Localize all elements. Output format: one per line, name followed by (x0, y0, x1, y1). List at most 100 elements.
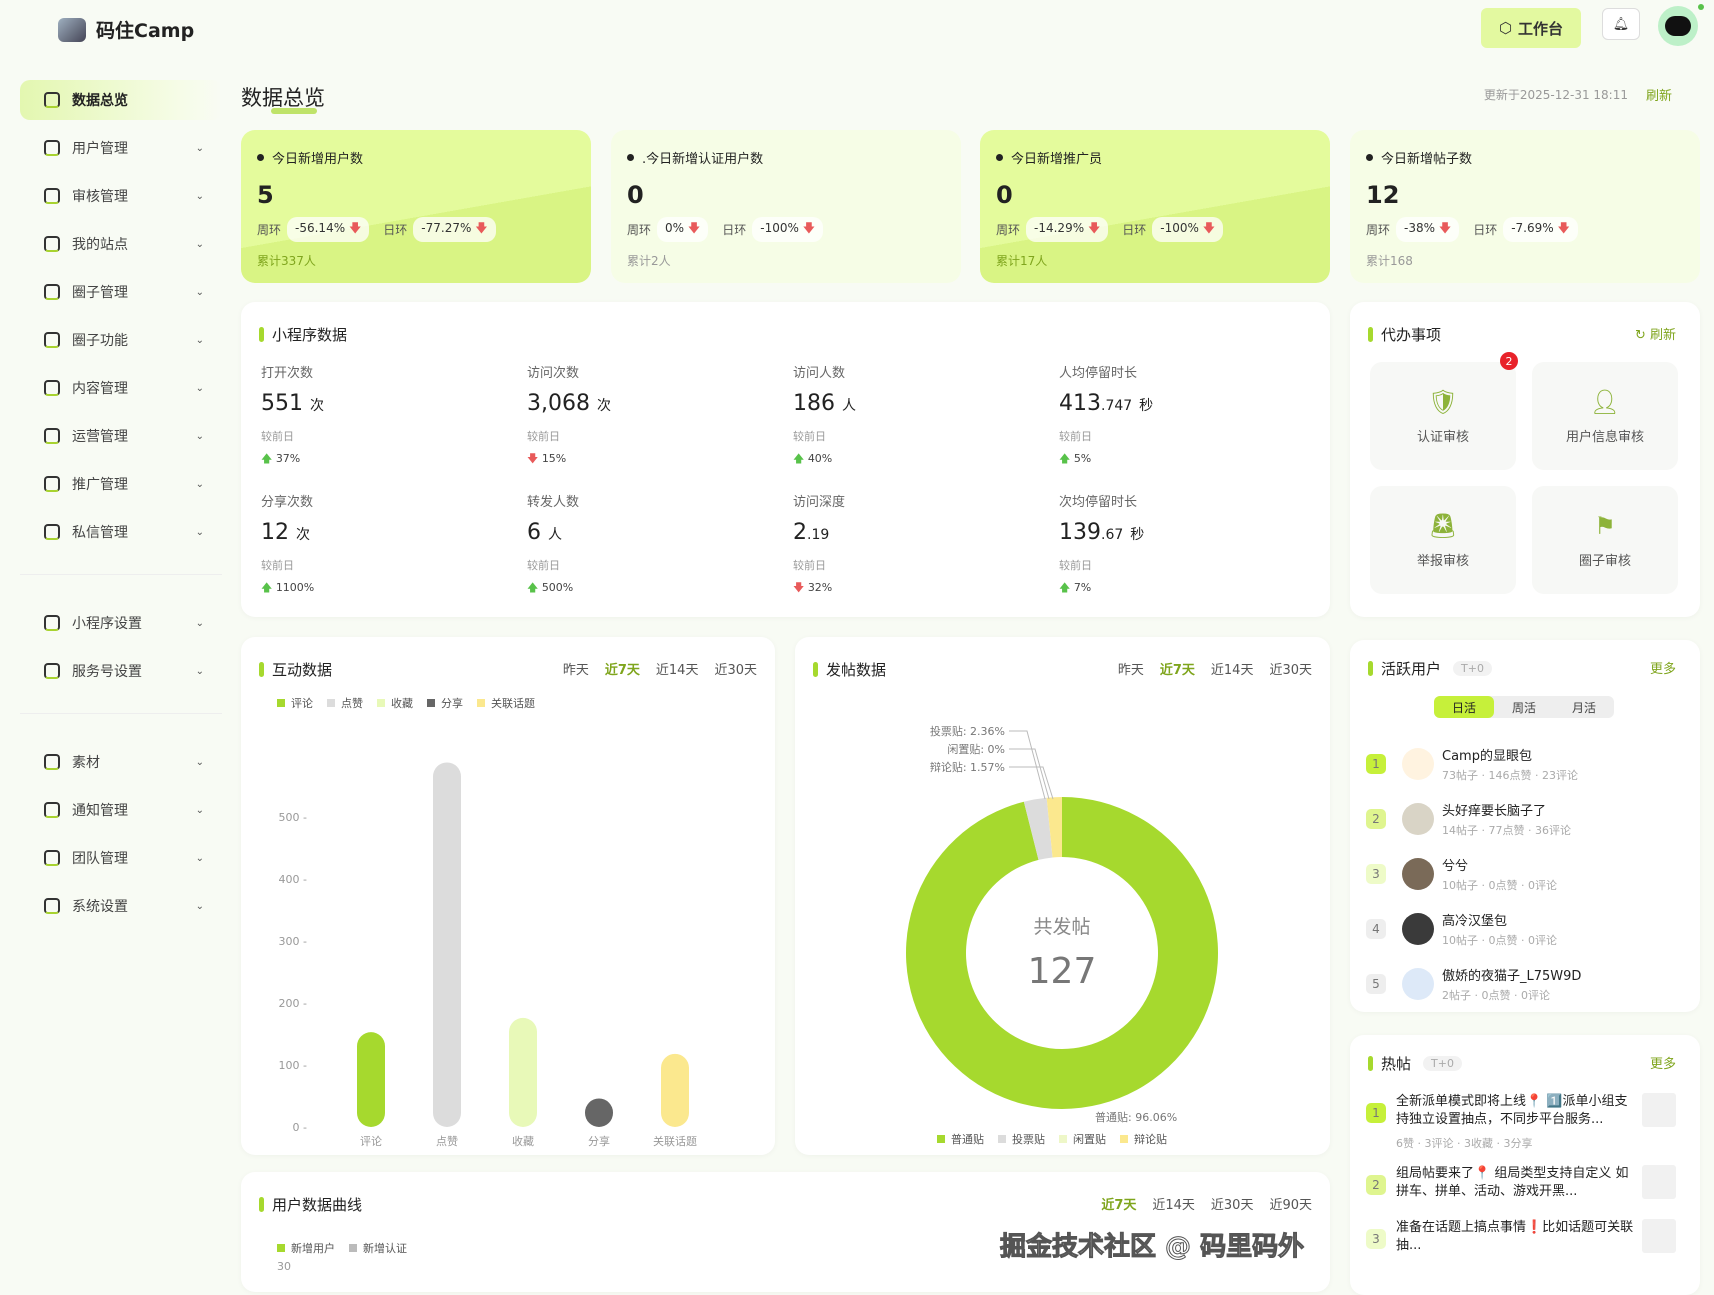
tab-activity[interactable]: 周活 (1511, 700, 1536, 715)
menu-icon (44, 428, 60, 444)
legend-item[interactable]: 辩论贴 (1120, 1131, 1167, 1147)
todo-card: 代办事项 ↻ 刷新 🛡︎ 认证审核 2 👤︎ 用户信息审核 🚨︎ 举报审核 ⚑ 圈子审核 (1350, 302, 1700, 617)
menu-icon (44, 236, 60, 252)
hot-post-item[interactable]: 1 全新派单模式即将上线📍 1️⃣派单小组支持独立设置抽点，不同步平台服务... 6… (1366, 1093, 1686, 1153)
stat-label: .今日新增认证用户数 (627, 148, 945, 167)
sidebar-item[interactable]: 用户管理 ⌄ (20, 128, 222, 168)
todo-item[interactable]: 👤︎ 用户信息审核 (1532, 362, 1678, 470)
todo-refresh-button[interactable]: ↻ 刷新 (1634, 328, 1676, 343)
sidebar-item[interactable]: 推广管理 ⌄ (20, 464, 222, 504)
tab-14d[interactable]: 近14天 (655, 663, 699, 678)
chevron-down-icon: ⌄ (195, 665, 204, 677)
sidebar-item[interactable]: 私信管理 ⌄ (20, 512, 222, 552)
sidebar-item[interactable]: 运营管理 ⌄ (20, 416, 222, 456)
legend-item[interactable]: 点赞 (327, 695, 363, 711)
tab-yesterday[interactable]: 昨天 (562, 663, 589, 678)
arrow-down-icon: 🡇 (475, 221, 488, 235)
bell-icon: 🔔︎ (1612, 16, 1630, 32)
user-list-item[interactable]: 1 Camp的显眼包 73帖子 · 146点赞 · 23评论 (1366, 736, 1686, 791)
bar (585, 1098, 613, 1127)
tab-yesterday[interactable]: 昨天 (1117, 663, 1144, 678)
hot-post-item[interactable]: 2 组局帖要来了📍 组局类型支持自定义 如拼车、拼单、活动、游戏开黑... (1366, 1165, 1686, 1207)
metric: 分享次数 12 次 较前日 🡅 1100% (261, 495, 315, 594)
legend-new-verified[interactable]: 新增认证 (349, 1240, 407, 1256)
more-link[interactable]: 更多 (1649, 662, 1676, 677)
stat-label: 今日新增用户数 (257, 148, 575, 167)
menu-icon (44, 663, 60, 679)
sidebar-item[interactable]: 素材 ⌄ (20, 742, 222, 782)
card-title: 热帖 T+0 (1368, 1053, 1462, 1074)
more-link[interactable]: 更多 (1649, 1057, 1676, 1072)
tab-activity[interactable]: 日活 (1434, 696, 1494, 718)
brand-logo[interactable]: 码住Camp (58, 16, 194, 43)
tab-90d[interactable]: 近90天 (1269, 1198, 1312, 1213)
avatar (1402, 857, 1434, 890)
stat-total: 累计2人 (627, 254, 671, 268)
tab-30d[interactable]: 近30天 (1269, 663, 1312, 678)
legend-item[interactable]: 普通贴 (937, 1131, 984, 1147)
todo-item[interactable]: 🚨︎ 举报审核 (1370, 486, 1516, 594)
y-tick: 30 (277, 1260, 291, 1273)
chevron-down-icon: ⌄ (195, 142, 204, 154)
legend-item[interactable]: 评论 (277, 695, 313, 711)
sidebar-item[interactable]: 审核管理 ⌄ (20, 176, 222, 216)
day-change: -100% 🡇 (752, 217, 824, 242)
legend-item[interactable]: 闲置贴 (1059, 1131, 1106, 1147)
arrow-up-icon: 🡅 (793, 452, 805, 465)
notification-button[interactable]: 🔔︎ (1602, 8, 1640, 40)
sidebar-item[interactable]: 数据总览 (20, 80, 222, 120)
todo-item[interactable]: 🛡︎ 认证审核 2 (1370, 352, 1518, 470)
tab-7d[interactable]: 近7天 (1101, 1198, 1137, 1213)
card-title: 代办事项 (1368, 324, 1441, 345)
pie-slice (906, 797, 1218, 1109)
sidebar-item[interactable]: 系统设置 ⌄ (20, 886, 222, 926)
refresh-link[interactable]: 刷新 (1645, 89, 1672, 104)
sidebar-item[interactable]: 内容管理 ⌄ (20, 368, 222, 408)
tab-activity[interactable]: 月活 (1571, 700, 1596, 715)
tab-7d[interactable]: 近7天 (1159, 663, 1195, 678)
refresh-icon: ↻ (1634, 328, 1650, 343)
slice-label: 普通贴: 96.06% (1095, 1110, 1177, 1124)
chevron-down-icon: ⌄ (195, 804, 204, 816)
donut-chart: 共发帖 127 普通贴: 96.06% 投票贴: 2.36% 闲置贴: 0% 辩论贴: 1… (906, 724, 1218, 1124)
avatar (1402, 912, 1434, 945)
sidebar-item[interactable]: 小程序设置 ⌄ (20, 603, 222, 643)
menu-icon (44, 188, 60, 204)
tab-30d[interactable]: 近30天 (714, 663, 757, 678)
workbench-button[interactable]: ⬡ 工作台 (1481, 8, 1581, 48)
legend-item[interactable]: 收藏 (377, 695, 413, 711)
day-change: -7.69% 🡇 (1503, 217, 1578, 242)
chevron-down-icon: ⌄ (195, 852, 204, 864)
sidebar-item[interactable]: 通知管理 ⌄ (20, 790, 222, 830)
sidebar-item[interactable]: 我的站点 ⌄ (20, 224, 222, 264)
sidebar-item[interactable]: 圈子功能 ⌄ (20, 320, 222, 360)
rank-badge: 1 (1366, 1103, 1386, 1123)
legend-item[interactable]: 关联话题 (477, 695, 535, 711)
arrow-down-icon: 🡇 (1087, 221, 1101, 235)
legend-item[interactable]: 投票贴 (998, 1131, 1045, 1147)
legend-item[interactable]: 分享 (427, 695, 463, 711)
todo-item[interactable]: ⚑ 圈子审核 (1532, 486, 1678, 594)
user-avatar[interactable] (1658, 6, 1698, 46)
user-list-item[interactable]: 3 兮兮 10帖子 · 0点赞 · 0评论 (1366, 846, 1686, 901)
tab-30d[interactable]: 近30天 (1210, 1198, 1254, 1213)
metric: 转发人数 6 人 较前日 🡅 500% (527, 495, 580, 594)
card-title: 小程序数据 (259, 324, 347, 345)
user-list-item[interactable]: 4 高冷汉堡包 10帖子 · 0点赞 · 0评论 (1366, 901, 1686, 956)
sidebar-item[interactable]: 团队管理 ⌄ (20, 838, 222, 878)
menu-icon (44, 898, 60, 914)
x-tick-label: 评论 (360, 1134, 382, 1148)
tab-14d[interactable]: 近14天 (1210, 663, 1254, 678)
user-list-item[interactable]: 5 傲娇的夜猫子_L75W9D 2帖子 · 0点赞 · 0评论 (1366, 956, 1686, 1011)
user-list-item[interactable]: 2 头好痒要长脑子了 14帖子 · 77点赞 · 36评论 (1366, 791, 1686, 846)
divider (20, 713, 222, 714)
tab-14d[interactable]: 近14天 (1152, 1198, 1195, 1213)
pie-slice (1046, 797, 1062, 858)
legend-new-users[interactable]: 新增用户 (277, 1240, 335, 1256)
y-tick-label: 500 - (279, 811, 307, 824)
sidebar-item[interactable]: 服务号设置 ⌄ (20, 651, 222, 691)
hot-post-item[interactable]: 3 准备在话题上搞点事情❗比如话题可关联抽... (1366, 1219, 1686, 1261)
tab-7d[interactable]: 近7天 (604, 663, 640, 678)
sidebar-item[interactable]: 圈子管理 ⌄ (20, 272, 222, 312)
miniprogram-card: 小程序数据 打开次数 551 次 较前日 🡅 37% 访问次数 3,068 次 较前日 🡇… (241, 302, 1330, 617)
